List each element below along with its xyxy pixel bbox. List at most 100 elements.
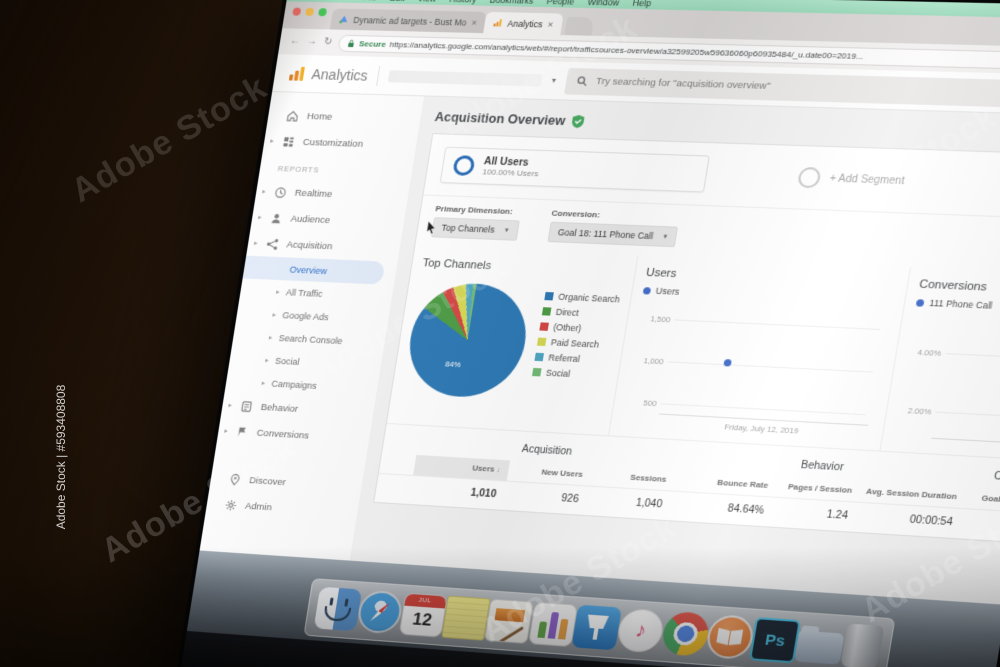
gridline (667, 361, 873, 373)
val-new-users: 926 (560, 493, 580, 506)
menu-history[interactable]: History (449, 0, 478, 4)
sidebar-label: Audience (289, 213, 332, 226)
search-input[interactable] (595, 75, 1000, 99)
acquisition-icon (267, 239, 279, 250)
book-page (729, 629, 744, 646)
podium-stem (592, 628, 599, 640)
chevron-down-icon[interactable]: ▾ (551, 75, 557, 85)
ytick: 2.00% (907, 405, 933, 417)
dock-photoshop-icon[interactable]: Ps (749, 617, 802, 664)
tab-close-icon[interactable]: × (546, 18, 555, 30)
legend-label: Organic Search (557, 291, 621, 305)
legend-label: Referral (547, 352, 581, 365)
podium (586, 615, 609, 630)
expand-icon: ▸ (261, 379, 266, 387)
screen: Chrome File Edit View History Bookmarks … (186, 0, 1000, 667)
segment-all-users[interactable]: All Users 100.00% Users (439, 146, 710, 193)
legend-item[interactable]: Referral (534, 352, 610, 366)
legend-item[interactable]: Organic Search (544, 291, 621, 305)
account-selector[interactable] (387, 69, 543, 87)
legend-item[interactable]: (Other) (539, 321, 615, 335)
conversions-flag-icon (238, 427, 247, 437)
menu-view[interactable]: View (417, 0, 437, 3)
legend-label: Direct (555, 306, 580, 318)
ga-body: Home ▸ Customization REPORTS ▸ Realtime (199, 91, 1000, 605)
conversions-legend[interactable]: 111 Phone Call (915, 297, 1000, 313)
pages-pen (495, 626, 525, 644)
menu-people[interactable]: People (546, 0, 576, 7)
legend-swatch-paid (536, 337, 547, 347)
sidebar-label: All Traffic (285, 286, 324, 299)
legend-swatch-social (531, 367, 542, 377)
primary-dimension-dropdown[interactable]: Top Channels ▾ (430, 217, 520, 241)
expand-icon: ▸ (253, 240, 259, 248)
legend-item[interactable]: Social (531, 367, 608, 381)
tab-close-icon[interactable]: × (470, 17, 478, 28)
discover-pin-icon (228, 472, 243, 486)
conversions-plot[interactable]: 4.00% 2.00% (894, 314, 1000, 443)
legend-label: (Other) (552, 321, 583, 334)
legend-item[interactable]: Direct (541, 306, 618, 320)
minimize-window-button[interactable] (305, 7, 315, 17)
menu-help[interactable]: Help (631, 0, 652, 8)
dock-keynote-icon[interactable] (571, 604, 622, 651)
pie-legend: Organic Search Direct (Other) Paid Searc… (531, 291, 621, 381)
watermark: Adobe Stock (64, 67, 274, 211)
sidebar-label: Search Console (278, 332, 344, 346)
menu-file[interactable]: File (362, 0, 377, 2)
expand-icon: ▸ (223, 427, 229, 435)
top-channels-pie-chart[interactable]: 84% (401, 281, 535, 400)
analytics-favicon (493, 19, 503, 27)
ytick: 500 (642, 397, 658, 408)
dock-stickies-icon[interactable] (441, 595, 491, 641)
new-tab-button[interactable] (563, 16, 594, 36)
back-button[interactable]: ← (289, 35, 301, 47)
dock-numbers-icon[interactable] (527, 601, 578, 648)
dock-chrome-icon[interactable] (659, 610, 711, 657)
menu-bookmarks[interactable]: Bookmarks (489, 0, 534, 5)
top-channels-title: Top Channels (421, 257, 493, 273)
val-pages-session: 1.24 (825, 509, 849, 522)
users-panel: Users Users 1,500 1,000 500 (609, 256, 912, 451)
realtime-icon (275, 187, 287, 198)
add-segment-button[interactable]: + Add Segment (796, 166, 906, 191)
ps-label: Ps (763, 630, 787, 650)
dock-finder-icon[interactable] (313, 586, 363, 632)
sidebar-label: Conversions (255, 427, 310, 442)
audience-icon (272, 213, 281, 224)
ytick: 1,000 (643, 355, 665, 366)
finder-eye (344, 598, 349, 607)
google-ads-favicon (339, 15, 349, 24)
legend-item[interactable]: Paid Search (536, 337, 613, 351)
sidebar-item-customization[interactable]: ▸ Customization (262, 128, 418, 159)
ga-searchbox[interactable] (564, 67, 1000, 107)
dock-books-icon[interactable] (704, 613, 756, 661)
calendar-day: 12 (411, 609, 434, 630)
conversion-dropdown[interactable]: Goal 18: 111 Phone Call ▾ (546, 221, 679, 248)
sidebar-label: Acquisition (285, 238, 334, 252)
menu-edit[interactable]: Edit (389, 0, 405, 2)
dock-pages-icon[interactable] (484, 598, 535, 644)
menu-chrome[interactable]: Chrome (317, 0, 351, 1)
sidebar-label: Home (306, 110, 334, 123)
dock-downloads-folder-icon[interactable] (794, 625, 845, 665)
dock-trash-icon[interactable] (839, 623, 884, 667)
url-text: https://analytics.google.com/analytics/w… (389, 39, 865, 61)
finder-smile (323, 606, 352, 622)
tab-analytics[interactable]: Analytics × (483, 11, 564, 35)
laptop: Chrome File Edit View History Bookmarks … (171, 0, 1000, 667)
menu-window[interactable]: Window (586, 0, 621, 8)
users-plot[interactable]: 1,500 1,000 500 (624, 301, 888, 424)
forward-button[interactable]: → (306, 35, 318, 48)
close-window-button[interactable] (292, 7, 302, 16)
bar (536, 621, 547, 639)
add-segment-ring-icon (796, 166, 822, 189)
primary-dimension-label: Primary Dimension: (434, 204, 514, 217)
dock-itunes-icon[interactable]: ♪ (615, 607, 667, 654)
dock-calendar-icon[interactable]: JUL 12 (398, 592, 448, 638)
dock-safari-icon[interactable] (355, 589, 405, 635)
reload-button[interactable]: ↻ (322, 36, 334, 48)
zoom-window-button[interactable] (317, 8, 328, 17)
window-controls (288, 2, 334, 30)
